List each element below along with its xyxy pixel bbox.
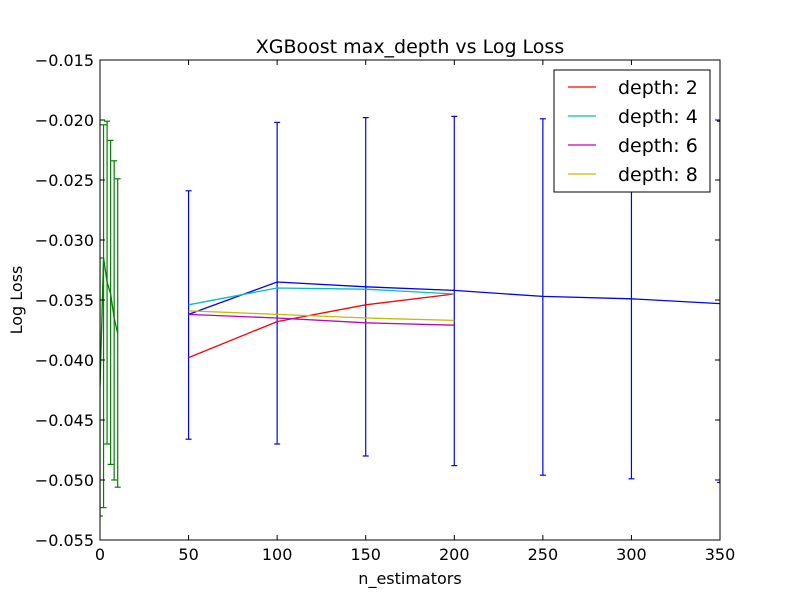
errorbar-series-1 xyxy=(100,120,121,517)
series-line-3 xyxy=(188,313,455,326)
x-tick-label: 50 xyxy=(178,545,198,564)
legend: depth: 2 depth: 4 depth: 6 depth: 8 xyxy=(553,69,711,193)
x-tick-label: 0 xyxy=(95,545,105,564)
legend-label: depth: 8 xyxy=(618,164,698,186)
legend-box xyxy=(553,69,711,193)
y-tick-label: −0.040 xyxy=(35,351,94,370)
legend-label: depth: 4 xyxy=(618,106,698,128)
x-tick-label: 350 xyxy=(705,545,736,564)
errorbar-series-line xyxy=(188,281,720,316)
x-tick-label: 150 xyxy=(350,545,381,564)
y-tick-label: −0.055 xyxy=(35,531,94,550)
legend-label: depth: 6 xyxy=(618,135,698,157)
errorbar-series-line xyxy=(100,257,119,387)
series-line-2 xyxy=(188,287,455,306)
x-tick-label: 200 xyxy=(439,545,470,564)
y-tick-label: −0.030 xyxy=(35,231,94,250)
series-line-4 xyxy=(188,310,455,322)
x-tick-label: 100 xyxy=(262,545,293,564)
y-tick-label: −0.015 xyxy=(35,51,94,70)
y-tick-label: −0.050 xyxy=(35,471,94,490)
plot-layer xyxy=(100,115,720,517)
y-tick-label: −0.045 xyxy=(35,411,94,430)
y-tick-label: −0.020 xyxy=(35,111,94,130)
chart-title: XGBoost max_depth vs Log Loss xyxy=(256,36,564,58)
x-tick-label: 250 xyxy=(528,545,559,564)
series-line-1 xyxy=(188,293,455,359)
x-tick-label: 300 xyxy=(616,545,647,564)
ticks-layer: 0 50 100 150 200 250 300 350 −0.015 −0.020 −0.025 −… xyxy=(35,51,735,564)
errorbar-series-0 xyxy=(185,115,720,483)
legend-label: depth: 2 xyxy=(618,77,698,99)
y-tick-label: −0.035 xyxy=(35,291,94,310)
y-tick-label: −0.025 xyxy=(35,171,94,190)
y-axis-title: Log Loss xyxy=(7,266,26,335)
x-axis-title: n_estimators xyxy=(358,569,461,589)
